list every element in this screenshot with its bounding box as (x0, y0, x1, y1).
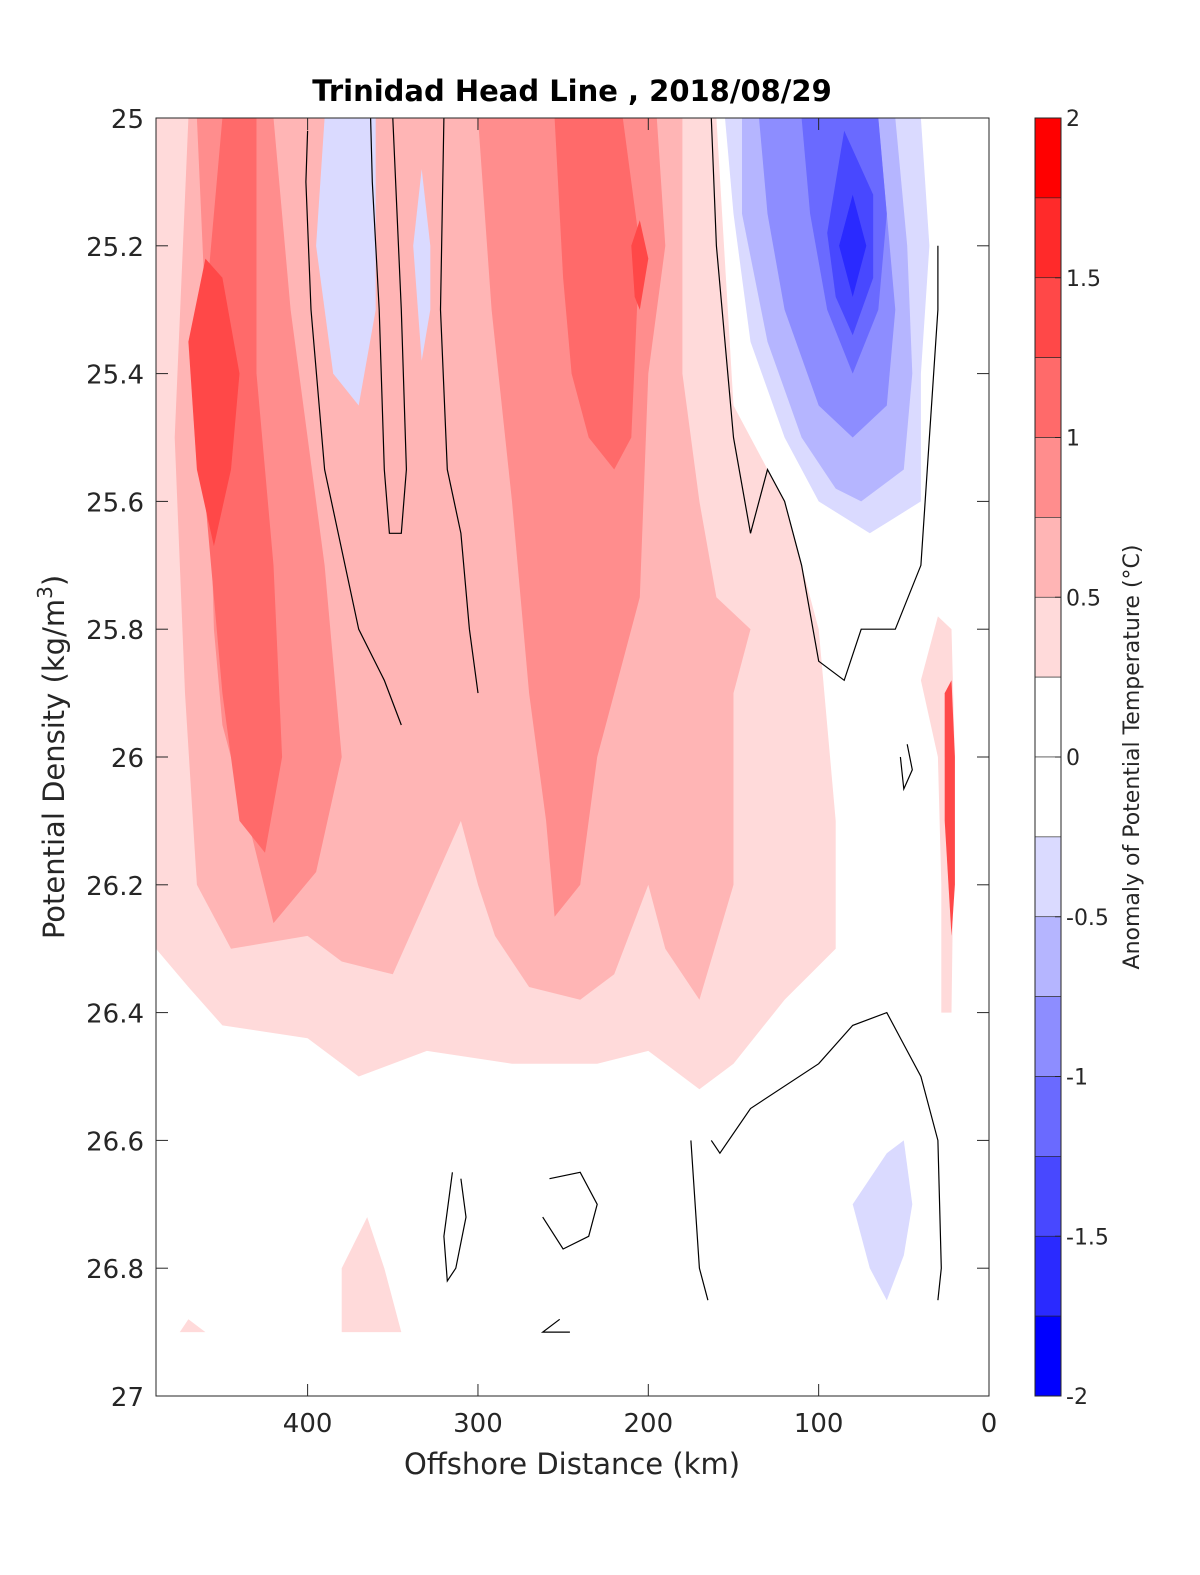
y-tick-label: 25.8 (86, 616, 144, 646)
zero-contour-line (542, 1171, 598, 1250)
colorbar-tick-label: 0.5 (1066, 586, 1101, 611)
x-tick-label: 0 (981, 1409, 998, 1439)
x-tick-label: 100 (794, 1409, 844, 1439)
colorbar-tick-label: 1.5 (1066, 267, 1101, 292)
colorbar-bin (1034, 197, 1062, 279)
chart-title: Trinidad Head Line , 2018/08/29 (312, 74, 832, 108)
x-tick-label: 300 (453, 1409, 503, 1439)
colorbar-bin (1034, 277, 1062, 358)
y-tick-label: 26.2 (86, 872, 144, 902)
zero-contour-line (690, 1140, 709, 1301)
colorbar-bin (1034, 1235, 1062, 1317)
contour-region (316, 118, 376, 406)
y-tick-label: 26 (111, 744, 144, 774)
y-tick-label: 25 (111, 105, 144, 135)
colorbar-tick-label: 1 (1066, 427, 1080, 452)
colorbar-bin (1034, 836, 1062, 918)
colorbar-bin (1034, 676, 1062, 758)
contour-region (852, 1140, 913, 1301)
colorbar-label: Anomaly of Potential Temperature (°C) (1120, 545, 1145, 970)
contour-region (188, 258, 240, 547)
colorbar-bin (1034, 517, 1062, 598)
contour-region (413, 169, 431, 361)
colorbar-bin (1034, 437, 1062, 518)
zero-contour-line (305, 130, 402, 726)
x-tick-label: 400 (283, 1409, 333, 1439)
colorbar-bin (1034, 596, 1062, 678)
zero-contour-line (443, 1172, 467, 1283)
zero-contour-line (710, 1011, 942, 1301)
colorbar-tick-label: -1.5 (1066, 1225, 1109, 1250)
colorbar-bin (1034, 916, 1062, 997)
x-axis-ticks: 400 300 200 100 0 (283, 118, 997, 1439)
colorbar-bin (1034, 996, 1062, 1077)
contour-region (944, 680, 955, 936)
contour-fills (156, 118, 955, 1333)
contour-region (839, 194, 867, 297)
contour-region (179, 1319, 206, 1333)
zero-contour-line (370, 118, 408, 534)
colorbar-tick-label: 0 (1066, 746, 1080, 771)
contour-region (554, 118, 640, 470)
y-tick-label: 26.6 (86, 1127, 144, 1157)
colorbar-tick-label: -2 (1066, 1385, 1088, 1410)
y-tick-label: 25.6 (86, 488, 144, 518)
contour-region (341, 1217, 402, 1333)
colorbar-tick-label: -0.5 (1066, 906, 1109, 931)
colorbar-bin (1034, 117, 1062, 199)
x-tick-label: 200 (623, 1409, 673, 1439)
contour-region (631, 220, 649, 310)
y-tick-label: 27 (111, 1383, 144, 1413)
colorbar-bin (1034, 1315, 1062, 1397)
colorbar-bin (1034, 357, 1062, 438)
colorbar-bin (1034, 1156, 1062, 1237)
y-tick-label: 25.4 (86, 361, 144, 391)
colorbar-ticks: 2 1.5 1 0.5 0 -0.5 -1 -1.5 -2 (1055, 107, 1109, 1410)
colorbar-bin (1034, 1076, 1062, 1157)
colorbar-tick-label: 2 (1066, 107, 1080, 132)
zero-contour-line (540, 1318, 570, 1333)
zero-contour-lines (305, 118, 942, 1333)
y-axis-ticks: 25 25.2 25.4 25.6 25.8 26 26.2 26.4 26.6 26.8 27 (86, 105, 989, 1413)
y-tick-label: 26.8 (86, 1255, 144, 1285)
x-axis-label: Offshore Distance (km) (404, 1447, 740, 1481)
zero-contour-line (439, 118, 479, 694)
y-tick-label: 25.2 (86, 233, 144, 263)
colorbar-bin (1034, 756, 1062, 838)
y-axis-label: Potential Density (kg/m3) (33, 575, 71, 939)
zero-contour-line (899, 744, 913, 792)
colorbar (1034, 117, 1062, 1397)
y-tick-label: 26.4 (86, 1000, 144, 1030)
colorbar-tick-label: -1 (1066, 1066, 1088, 1091)
zero-contour-line (710, 118, 939, 682)
